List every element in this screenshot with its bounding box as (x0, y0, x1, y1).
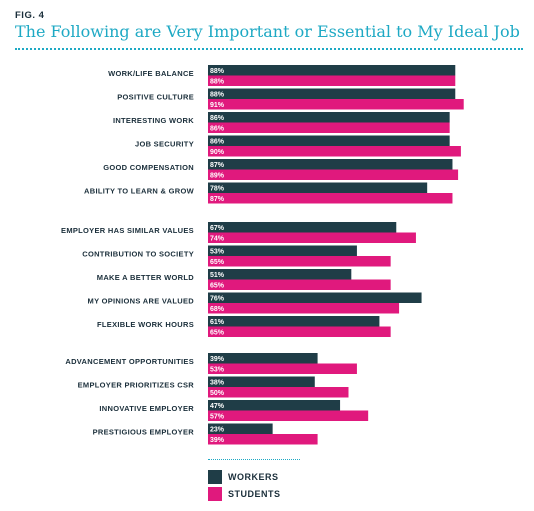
bar-students-make-a-better-world (208, 279, 391, 290)
legend-label-workers: WORKERS (228, 472, 279, 482)
value-label-workers-advancement-opportunities: 39% (210, 356, 225, 363)
category-label-advancement-opportunities: ADVANCEMENT OPPORTUNITIES (65, 357, 194, 366)
category-label-ability-to-learn-grow: ABILITY TO LEARN & GROW (84, 187, 195, 196)
value-label-workers-employer-has-similar-values: 67% (210, 225, 225, 232)
category-label-innovative-employer: INNOVATIVE EMPLOYER (99, 404, 194, 413)
value-label-students-good-compensation: 89% (210, 173, 225, 180)
value-label-workers-make-a-better-world: 51% (210, 272, 225, 279)
bar-students-interesting-work (208, 122, 450, 133)
bar-students-work-life-balance (208, 75, 456, 86)
value-label-students-flexible-work-hours: 65% (210, 330, 225, 337)
bar-workers-innovative-employer (208, 400, 341, 411)
bar-workers-make-a-better-world (208, 269, 352, 280)
bar-workers-employer-has-similar-values (208, 222, 397, 233)
category-label-make-a-better-world: MAKE A BETTER WORLD (97, 273, 195, 282)
bar-students-positive-culture (208, 99, 464, 110)
bar-workers-advancement-opportunities (208, 353, 318, 364)
category-label-my-opinions-are-valued: MY OPINIONS ARE VALUED (88, 297, 195, 306)
value-label-workers-my-opinions-are-valued: 76% (210, 296, 225, 303)
bar-students-my-opinions-are-valued (208, 303, 400, 314)
legend-item-students: STUDENTS (208, 487, 281, 501)
category-label-contribution-to-society: CONTRIBUTION TO SOCIETY (82, 250, 194, 259)
value-label-workers-job-security: 86% (210, 139, 225, 146)
value-label-students-make-a-better-world: 65% (210, 283, 225, 290)
bar-students-ability-to-learn-grow (208, 193, 453, 204)
category-label-prestigious-employer: PRESTIGIOUS EMPLOYER (93, 428, 195, 437)
bar-students-employer-has-similar-values (208, 232, 416, 243)
value-label-students-employer-has-similar-values: 74% (210, 236, 225, 243)
value-label-workers-ability-to-learn-grow: 78% (210, 186, 225, 193)
value-label-workers-employer-prioritizes-csr: 38% (210, 380, 225, 387)
legend-divider (208, 459, 300, 460)
bar-students-employer-prioritizes-csr (208, 387, 349, 398)
value-label-students-innovative-employer: 57% (210, 414, 225, 421)
category-label-interesting-work: INTERESTING WORK (113, 116, 194, 125)
legend-label-students: STUDENTS (228, 489, 281, 499)
bar-workers-good-compensation (208, 159, 453, 170)
bar-students-job-security (208, 146, 461, 157)
value-label-students-contribution-to-society: 65% (210, 259, 225, 266)
bar-students-innovative-employer (208, 410, 369, 421)
legend-swatch-students (208, 487, 222, 501)
value-label-workers-interesting-work: 86% (210, 115, 225, 122)
category-label-job-security: JOB SECURITY (135, 140, 194, 149)
bar-workers-my-opinions-are-valued (208, 292, 422, 303)
bar-students-flexible-work-hours (208, 326, 391, 337)
value-label-workers-positive-culture: 88% (210, 92, 225, 99)
value-label-students-positive-culture: 91% (210, 102, 225, 109)
bar-chart: WORK/LIFE BALANCE 88% 88% POSITIVE CULTURE 8… (61, 65, 464, 445)
figure-label: FIG. 4 (15, 10, 45, 21)
bar-workers-ability-to-learn-grow (208, 182, 428, 193)
chart-title: The Following are Very Important or Esse… (15, 22, 520, 41)
legend-item-workers: WORKERS (208, 470, 279, 484)
legend-swatch-workers (208, 470, 222, 484)
value-label-workers-good-compensation: 87% (210, 162, 225, 169)
value-label-students-prestigious-employer: 39% (210, 437, 225, 444)
value-label-workers-flexible-work-hours: 61% (210, 319, 225, 326)
bar-workers-flexible-work-hours (208, 316, 380, 327)
category-label-positive-culture: POSITIVE CULTURE (117, 93, 194, 102)
value-label-students-advancement-opportunities: 53% (210, 367, 225, 374)
value-label-students-interesting-work: 86% (210, 126, 225, 133)
category-label-flexible-work-hours: FLEXIBLE WORK HOURS (97, 320, 194, 329)
value-label-students-my-opinions-are-valued: 68% (210, 306, 225, 313)
bar-workers-employer-prioritizes-csr (208, 376, 315, 387)
value-label-workers-work-life-balance: 88% (210, 68, 225, 75)
value-label-students-work-life-balance: 88% (210, 79, 225, 86)
title-divider (15, 48, 523, 50)
bar-workers-contribution-to-society (208, 245, 357, 256)
bar-workers-interesting-work (208, 112, 450, 123)
value-label-students-employer-prioritizes-csr: 50% (210, 390, 225, 397)
value-label-workers-innovative-employer: 47% (210, 403, 225, 410)
bar-workers-work-life-balance (208, 65, 456, 76)
value-label-workers-prestigious-employer: 23% (210, 427, 225, 434)
bar-students-advancement-opportunities (208, 363, 357, 374)
category-label-employer-prioritizes-csr: EMPLOYER PRIORITIZES CSR (78, 381, 195, 390)
bar-students-prestigious-employer (208, 434, 318, 445)
category-label-good-compensation: GOOD COMPENSATION (103, 163, 194, 172)
value-label-students-ability-to-learn-grow: 87% (210, 196, 225, 203)
bar-students-contribution-to-society (208, 256, 391, 267)
bar-workers-positive-culture (208, 88, 456, 99)
value-label-workers-contribution-to-society: 53% (210, 249, 225, 256)
bar-workers-prestigious-employer (208, 423, 273, 434)
value-label-students-job-security: 90% (210, 149, 225, 156)
category-label-work-life-balance: WORK/LIFE BALANCE (108, 69, 194, 78)
bar-students-good-compensation (208, 169, 459, 180)
category-label-employer-has-similar-values: EMPLOYER HAS SIMILAR VALUES (61, 226, 194, 235)
bar-workers-job-security (208, 135, 450, 146)
